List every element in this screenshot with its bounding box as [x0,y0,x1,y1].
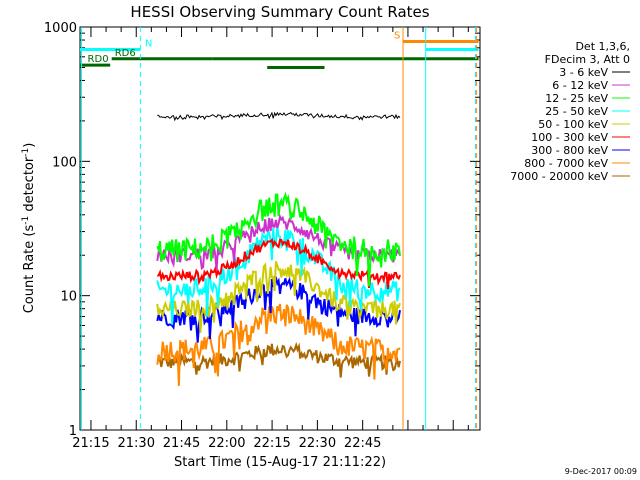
plot-axes: 1 10 100 1000 21:15 21:30 21:45 22:00 22:15 22:30… [44,21,481,451]
x-tick-label: 21:15 [72,436,109,451]
legend-label: 12 - 25 keV [545,92,608,105]
legend-label: 300 - 800 keV [531,144,608,157]
legend-label: 50 - 100 keV [538,118,608,131]
chart-title: HESSI Observing Summary Count Rates [130,3,429,21]
legend-label: 800 - 7000 keV [524,157,608,170]
flag-label: N [145,38,152,49]
y-tick-label: 1000 [44,21,77,36]
series-line [156,260,401,333]
x-tick-label: 21:30 [118,436,155,451]
y-axis-title-text: Count Rate (s-1 detector-1) [21,143,37,314]
y-title-part-3: ) [22,143,37,148]
legend-label: 25 - 50 keV [545,105,608,118]
x-tick-label: 22:00 [208,436,245,451]
y-tick-label: 10 [60,290,77,305]
x-tick-label: 22:30 [299,436,336,451]
y-title-part-2: detector [22,156,37,216]
series-line [157,237,401,290]
flag-label: RD6 [115,48,136,59]
legend-label: 7000 - 20000 keV [510,170,608,183]
x-tick-label: 22:45 [344,436,381,451]
series-layer [156,111,401,386]
series-line [156,226,401,325]
legend-label: 3 - 6 keV [559,66,608,79]
flag-label: S [394,30,400,41]
y-tick-label: 1 [69,424,77,439]
series-line [157,341,401,378]
legend-header: FDecim 3, Att 0 [545,53,630,66]
flag-label: RD0 [88,54,109,65]
y-title-part-1: Count Rate (s [22,225,37,314]
legend-label: 6 - 12 keV [552,79,608,92]
plot-frame [79,26,481,431]
legend-label: 100 - 300 keV [531,131,608,144]
flag-bars: N RD0 RD6 S [80,30,479,69]
x-tick-label: 21:45 [163,436,200,451]
series-line [156,191,401,287]
legend-header: Det 1,3,6, [575,40,630,53]
x-axis-title: Start Time (15-Aug-17 21:11:22) [174,455,386,470]
x-tick-label: 22:15 [253,436,290,451]
y-title-sup-1: -1 [21,216,31,225]
series-line [157,111,401,122]
y-axis-title: Count Rate (s-1 detector-1) [21,143,37,314]
y-title-sup-2: -1 [21,148,31,157]
series-line [156,303,401,386]
timestamp: 9-Dec-2017 00:09 [565,467,637,476]
y-tick-label: 100 [52,155,77,170]
event-lines [81,27,477,430]
